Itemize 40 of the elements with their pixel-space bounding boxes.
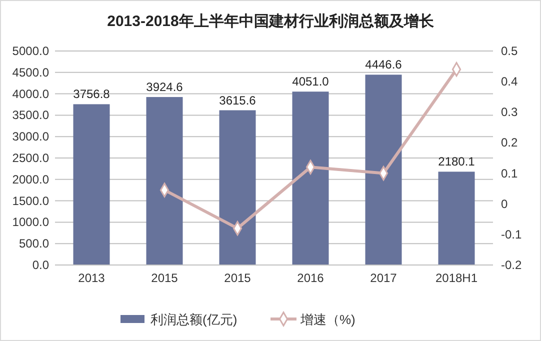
y-tick-label: 4000.0 [12,86,50,101]
data-label: 2180.1 [438,154,476,169]
y-tick-label: 3000.0 [12,130,50,144]
data-label: 3924.6 [146,80,184,94]
y2-tick-label: 0.3 [501,105,518,120]
y-tick-label: 2500.0 [12,151,50,165]
bar [146,97,183,265]
x-tick-label: 2013 [78,271,106,285]
y2-tick-label: -0.1 [501,227,522,242]
y2-tick-label: 0.5 [501,44,518,58]
y-tick-label: 2000.0 [12,172,50,186]
legend-label: 增速（%) [300,312,356,327]
y2-tick-label: -0.2 [501,258,522,272]
y-tick-label: 1500.0 [12,194,50,208]
bar [73,104,110,265]
data-label: 3756.8 [73,87,110,102]
bar [292,92,329,265]
chart-title: 2013-2018年上半年中国建材行业利润总额及增长 [107,12,435,30]
x-tick-label: 2015 [151,271,178,285]
legend-label: 利润总额(亿元) [150,312,238,327]
y-tick-label: 500.0 [18,236,50,251]
y-tick-label: 4500.0 [12,65,50,80]
y2-tick-label: 0.1 [501,166,518,180]
x-tick-label: 2018H1 [435,271,478,285]
y2-tick-label: 0.2 [501,136,518,150]
x-tick-label: 2016 [297,271,324,285]
y-tick-label: 3500.0 [12,108,50,122]
y-tick-label: 1000.0 [12,215,50,230]
bar [219,110,256,265]
x-tick-label: 2015 [224,271,252,285]
y2-tick-label: 0.4 [501,74,518,89]
y-tick-label: 5000.0 [12,44,50,58]
bar [438,172,475,265]
data-label: 4446.6 [365,58,402,72]
y-tick-label: 0.0 [32,258,50,272]
data-label: 4051.0 [292,74,330,89]
bar [365,74,402,265]
data-label: 3615.6 [219,93,256,108]
y2-tick-label: 0 [501,196,508,211]
x-tick-label: 2017 [370,271,398,285]
